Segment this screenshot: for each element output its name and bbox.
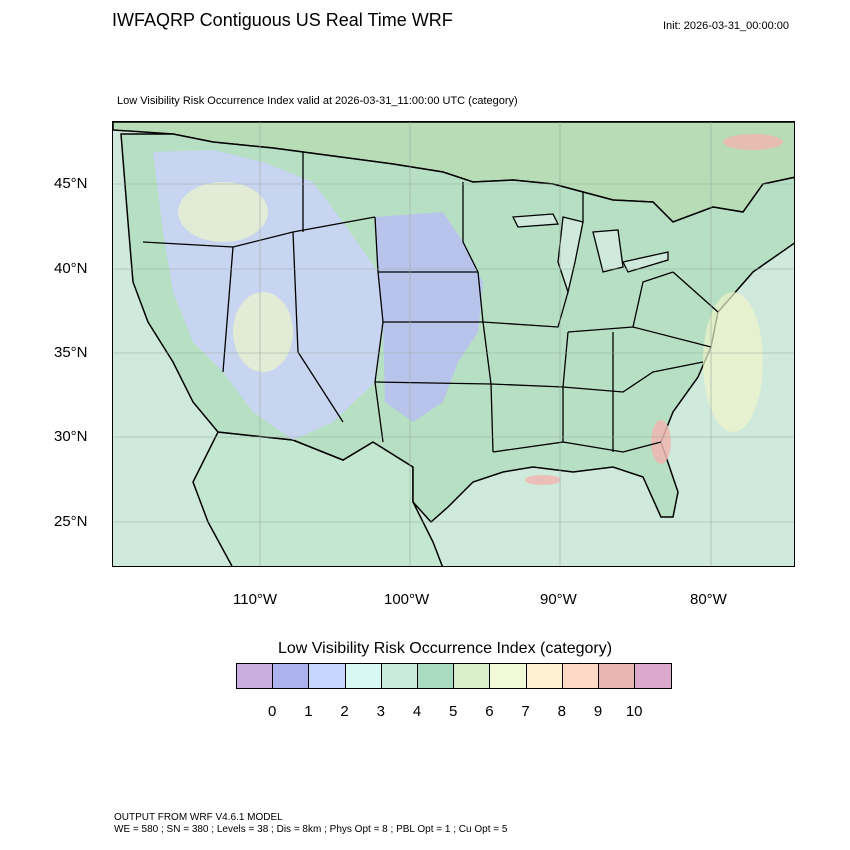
- lat-label: 30°N: [54, 428, 88, 445]
- legend-color-box: [309, 664, 346, 688]
- legend-color-box: [526, 664, 563, 688]
- legend-tick-label: 10: [625, 703, 643, 720]
- high-risk-hotspot: [723, 134, 783, 150]
- lat-label: 45°N: [54, 175, 88, 192]
- legend-color-box: [273, 664, 310, 688]
- legend-colorbar: [236, 663, 673, 689]
- lon-label: 90°W: [540, 591, 577, 608]
- legend-tick-label: 6: [485, 703, 494, 720]
- legend-color-box: [454, 664, 491, 688]
- lon-label: 110°W: [233, 591, 278, 608]
- legend-tick-label: 5: [449, 703, 458, 720]
- legend-color-box: [237, 664, 274, 688]
- great-lakes: [557, 216, 584, 295]
- map-canvas: [113, 122, 794, 566]
- map-panel: [112, 121, 795, 567]
- init-time-label: Init: 2026-03-31_00:00:00: [663, 20, 789, 32]
- legend-tick-label: 0: [268, 703, 277, 720]
- great-lakes: [592, 229, 624, 273]
- great-lakes: [511, 213, 560, 228]
- legend-title: Low Visibility Risk Occurrence Index (ca…: [278, 640, 613, 657]
- lat-label: 40°N: [54, 260, 88, 277]
- legend-color-box: [562, 664, 599, 688]
- lat-label: 25°N: [54, 513, 88, 530]
- legend-tick-label: 4: [412, 703, 422, 720]
- legend-tick-label: 1: [304, 703, 313, 720]
- terrain-yellow-area: [233, 292, 293, 372]
- legend-tick-label: 9: [593, 703, 603, 720]
- lon-label: 100°W: [384, 591, 430, 608]
- legend-color-box: [417, 664, 455, 688]
- legend-tick-label: 3: [376, 703, 385, 720]
- terrain-yellow-area: [703, 292, 763, 432]
- legend-color-box: [381, 664, 418, 688]
- lat-lon-gridlines: [113, 122, 794, 566]
- state-borders: [142, 152, 719, 453]
- terrain-yellow-area: [178, 182, 268, 242]
- legend-color-box: [345, 664, 382, 688]
- great-lakes: [622, 251, 669, 273]
- legend-tick-label: 8: [557, 703, 566, 720]
- model-info-line: OUTPUT FROM WRF V4.6.1 MODEL: [114, 812, 283, 823]
- legend-color-box: [598, 664, 636, 688]
- model-config-line: WE = 580 ; SN = 380 ; Levels = 38 ; Dis …: [114, 824, 508, 835]
- high-risk-hotspot: [525, 475, 561, 485]
- legend-color-box: [490, 664, 527, 688]
- lon-label: 80°W: [690, 591, 727, 608]
- legend-tick-label: 2: [340, 703, 349, 720]
- legend-tick-label: 7: [521, 703, 530, 720]
- page-title: IWFAQRP Contiguous US Real Time WRF: [112, 10, 453, 30]
- plains-low-risk-area: [375, 212, 483, 422]
- plot-subtitle: Low Visibility Risk Occurrence Index val…: [117, 95, 518, 107]
- lat-label: 35°N: [54, 344, 88, 361]
- legend-color-box: [635, 664, 672, 688]
